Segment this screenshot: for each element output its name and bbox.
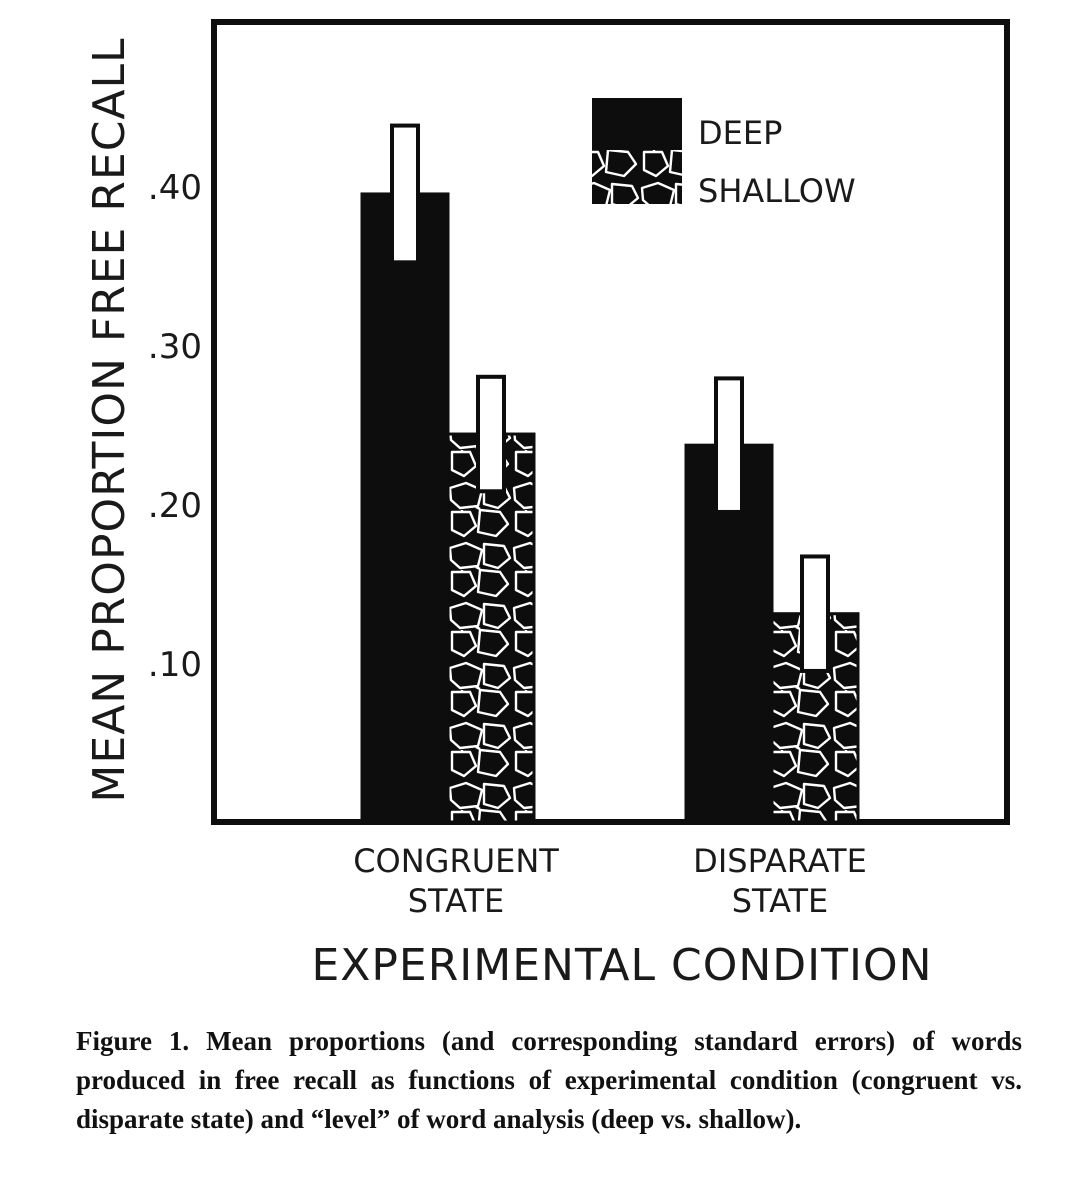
error-bar [390,123,420,265]
y-tick-label: .20 [148,486,202,526]
caption-lead: Figure 1. [76,1026,190,1056]
legend-label-shallow: SHALLOW [698,172,856,210]
figure-caption: Figure 1. Mean proportions (and correspo… [76,1022,1022,1139]
legend: DEEP SHALLOW [592,98,856,210]
legend-swatch-shallow [592,150,682,204]
chart: MEAN PROPORTION FREE RECALL .10 .20 .30 .40… [84,19,1010,991]
x-axis-label: EXPERIMENTAL CONDITION [311,940,932,991]
y-tick-label: .40 [148,168,202,208]
plot-frame [211,19,1010,825]
y-tick-label: .30 [148,327,202,367]
y-axis-label: MEAN PROPORTION FREE RECALL [84,37,135,802]
bars [360,123,860,824]
caption-text: Mean proportions (and corresponding stan… [76,1026,1023,1134]
category-label: STATE [408,882,505,920]
legend-label-deep: DEEP [698,114,782,152]
bar-shallow [446,432,536,824]
category-label: DISPARATE [693,842,867,880]
y-tick-label: .10 [148,645,202,685]
bar-deep [360,192,450,824]
category-label: STATE [732,882,829,920]
legend-swatch-deep [592,98,682,154]
category-label: CONGRUENT [353,842,559,880]
error-bar [714,376,744,514]
y-tick-labels: .10 .20 .30 .40 [148,168,202,685]
error-bar [800,554,830,673]
error-bar [476,374,506,494]
